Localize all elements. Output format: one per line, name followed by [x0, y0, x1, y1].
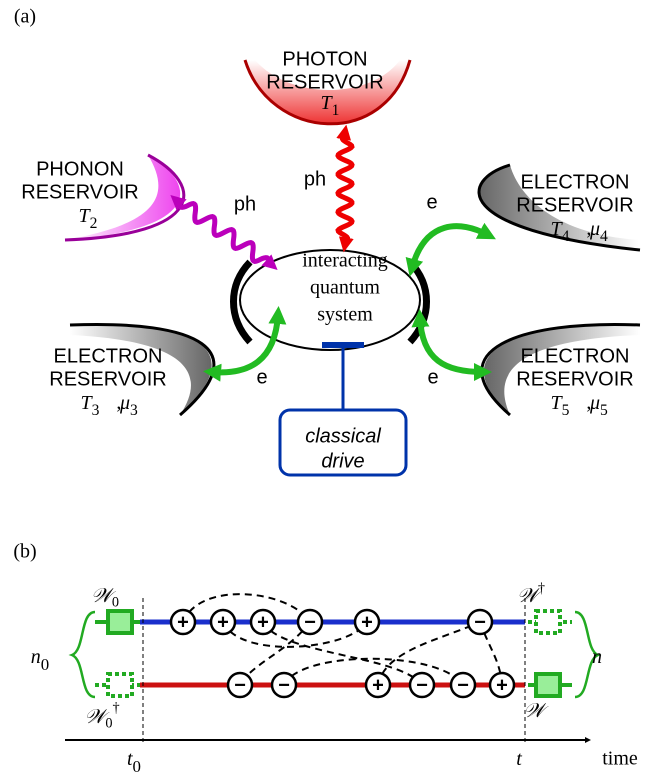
vertex-sign: − [474, 611, 486, 633]
symbol: 𝒲 [524, 700, 550, 722]
reservoir-name: RESERVOIR [266, 71, 383, 93]
t-label: t [516, 748, 522, 770]
symbol: μ [119, 392, 130, 414]
reservoir-name: ELECTRON [54, 345, 163, 367]
subscript: 0 [105, 716, 112, 732]
vertex-sign: + [217, 611, 229, 633]
w-box [536, 674, 560, 696]
count-label: n0 [31, 646, 49, 674]
system-label: system [317, 304, 373, 326]
electron-coupling-arrow [412, 226, 488, 268]
reservoir-name: RESERVOIR [21, 181, 138, 203]
vertex-sign: − [304, 611, 316, 633]
vertex-sign: − [416, 674, 428, 696]
reservoir-name: PHONON [36, 158, 124, 180]
reservoir-parameter: μ3 [119, 392, 138, 419]
operator-label: 𝒲† [517, 581, 545, 607]
vertex-sign: − [457, 674, 469, 696]
operator-label: 𝒲0 [91, 585, 119, 611]
panel-label: (b) [13, 541, 36, 563]
vertex-sign: + [177, 611, 189, 633]
wavy-arrow [338, 132, 352, 245]
system-label: quantum [310, 277, 380, 299]
reservoir-name: RESERVOIR [49, 368, 166, 390]
reservoir-parameter: T3 [81, 392, 100, 419]
w-box [536, 611, 560, 633]
subscript: 5 [600, 402, 608, 419]
contact-arc [234, 262, 251, 342]
brace [72, 612, 95, 697]
reservoir-name: PHOTON [282, 48, 367, 70]
panel-label: (a) [14, 6, 36, 28]
reservoir-name: ELECTRON [521, 171, 630, 193]
reservoir-parameter: T2 [79, 205, 98, 232]
symbol: μ [589, 392, 600, 414]
wavy-arrow [176, 200, 272, 265]
axis-label: time [602, 748, 638, 770]
reservoir-parameter: T5 [551, 392, 570, 419]
electron-coupling-arrow [212, 315, 278, 372]
coupling-label: e [427, 366, 438, 388]
count-label: n [592, 646, 602, 668]
symbol: μ [589, 218, 600, 240]
vertex-sign: − [278, 674, 290, 696]
coupling-label: e [426, 191, 437, 213]
reservoir-name: ELECTRON [521, 345, 630, 367]
vertex-sign: − [234, 674, 246, 696]
drive-label: classical [305, 425, 381, 447]
subscript: 0 [41, 655, 49, 674]
subscript: 4 [600, 228, 608, 245]
coupling-label: ph [234, 193, 256, 215]
t-label: t0 [127, 748, 141, 773]
reservoir-parameter: T4 [551, 218, 570, 245]
coupling-label: ph [304, 168, 326, 190]
w-box [108, 674, 132, 696]
superscript: † [112, 700, 119, 716]
symbol: n [31, 646, 41, 668]
operator-label: 𝒲0† [84, 700, 119, 731]
subscript: 5 [562, 402, 570, 419]
subscript: 1 [332, 102, 340, 119]
subscript: 4 [562, 228, 570, 245]
coupling-label: e [256, 366, 267, 388]
vertex-sign: + [257, 611, 269, 633]
subscript: 3 [92, 402, 100, 419]
subscript: 0 [133, 757, 141, 773]
drive-label: drive [321, 450, 364, 472]
system-label: interacting [302, 250, 388, 272]
reservoir-name: RESERVOIR [516, 368, 633, 390]
reservoir-name: RESERVOIR [516, 194, 633, 216]
symbol: n [592, 646, 602, 668]
subscript: 3 [130, 402, 138, 419]
w-box [108, 611, 132, 633]
subscript: 2 [90, 215, 98, 232]
vertex-sign: + [496, 674, 508, 696]
electron-coupling-arrow [420, 318, 483, 372]
operator-label: 𝒲 [524, 700, 550, 722]
reservoir-parameter: μ5 [589, 392, 608, 419]
subscript: 0 [112, 595, 119, 611]
propagators [183, 594, 502, 685]
superscript: † [538, 581, 545, 597]
symbol: t [516, 748, 522, 770]
vertex-sign: + [372, 674, 384, 696]
figure: (a) interacting quantum system classical driv… [0, 0, 648, 773]
vertex-sign: + [361, 611, 373, 633]
